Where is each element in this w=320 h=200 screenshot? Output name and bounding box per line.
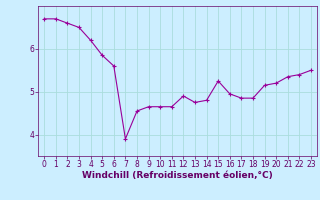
X-axis label: Windchill (Refroidissement éolien,°C): Windchill (Refroidissement éolien,°C): [82, 171, 273, 180]
